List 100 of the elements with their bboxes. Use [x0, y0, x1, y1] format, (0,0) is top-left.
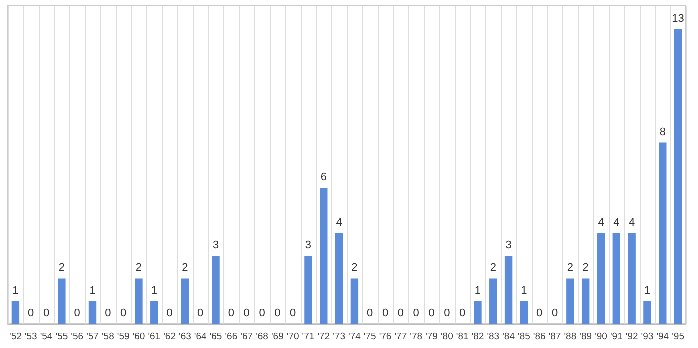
data-label: 0 [198, 308, 204, 320]
x-tick-label: '84 [502, 332, 515, 342]
x-tick-label: '87 [548, 332, 562, 342]
x-tick-label: '86 [533, 332, 546, 342]
bar [504, 256, 513, 324]
data-label: 0 [259, 308, 266, 320]
data-label: 0 [274, 308, 281, 320]
data-label: 4 [614, 216, 620, 229]
x-tick-label: '85 [518, 332, 530, 342]
x-tick-label: '68 [256, 332, 268, 342]
x-tick-label: '83 [487, 332, 500, 342]
x-tick-label: '77 [394, 332, 408, 342]
data-label: 0 [120, 308, 127, 320]
data-label: 4 [629, 216, 636, 229]
data-label: 4 [598, 216, 604, 229]
data-label: 13 [672, 13, 684, 26]
x-tick-label: '56 [71, 332, 84, 342]
data-label: 2 [567, 262, 574, 274]
bar [12, 301, 20, 324]
x-tick-label: '90 [595, 332, 608, 342]
bar [474, 301, 482, 324]
x-tick-label: '67 [240, 332, 254, 342]
data-label: 0 [74, 308, 80, 320]
x-tick-label: '92 [626, 332, 638, 342]
x-tick-label: '64 [194, 332, 207, 342]
x-tick-label: '54 [40, 332, 53, 342]
x-tick-label: '53 [24, 332, 38, 342]
x-tick-label: '95 [672, 332, 684, 342]
data-label: 0 [398, 308, 404, 320]
x-tick-label: '76 [379, 332, 392, 342]
x-tick-label: '58 [102, 332, 114, 342]
bar [150, 301, 158, 324]
x-tick-label: '62 [164, 332, 176, 342]
bar [58, 278, 66, 324]
x-tick-label: '93 [641, 332, 654, 342]
x-tick-label: '70 [286, 332, 300, 342]
bar [628, 233, 636, 324]
x-tick-label: '61 [148, 332, 161, 342]
x-tick-label: '71 [302, 332, 315, 342]
data-label: 0 [428, 308, 435, 320]
data-label: 1 [644, 284, 651, 297]
bar [566, 278, 574, 324]
x-tick-label: '94 [656, 332, 670, 342]
data-label: 3 [305, 240, 312, 252]
x-tick-label: '65 [210, 332, 222, 342]
bar [674, 30, 682, 324]
data-label: 2 [582, 262, 589, 274]
data-label: 0 [552, 308, 558, 320]
data-label: 0 [367, 308, 374, 320]
bar [612, 233, 621, 324]
bar [644, 301, 652, 324]
x-tick-label: '66 [225, 332, 238, 342]
data-label: 0 [413, 308, 420, 320]
data-label: 0 [290, 308, 296, 320]
data-label: 6 [320, 172, 327, 184]
data-label: 2 [182, 262, 188, 274]
x-tick-label: '79 [426, 332, 438, 342]
data-label: 0 [244, 308, 250, 320]
data-label: 0 [460, 308, 466, 320]
bar [597, 233, 606, 324]
x-tick-label: '52 [10, 332, 22, 342]
data-label: 1 [474, 284, 482, 297]
x-tick-label: '89 [580, 332, 592, 342]
bar [659, 142, 667, 324]
x-tick-label: '55 [56, 332, 68, 342]
data-label: 3 [212, 240, 220, 252]
data-label: 0 [166, 308, 173, 320]
x-tick-label: '80 [440, 332, 454, 342]
data-label: 0 [444, 308, 450, 320]
x-tick-label: '81 [456, 332, 469, 342]
data-label: 0 [382, 308, 389, 320]
x-tick-label: '88 [564, 332, 577, 342]
data-label: 0 [43, 308, 50, 320]
x-tick-label: '69 [271, 332, 284, 342]
x-tick-label: '63 [179, 332, 192, 342]
data-label: 1 [521, 284, 528, 297]
x-tick-label: '73 [333, 332, 346, 342]
bar [181, 278, 190, 324]
data-label: 2 [58, 262, 65, 274]
bar [320, 188, 328, 324]
data-label: 4 [336, 216, 342, 229]
x-tick-label: '59 [117, 332, 130, 342]
x-tick-label: '82 [472, 332, 484, 342]
x-tick-label: '57 [86, 332, 99, 342]
bar [490, 278, 498, 324]
data-label: 2 [490, 262, 496, 274]
bar [335, 233, 344, 324]
data-label: 1 [90, 284, 96, 297]
x-tick-label: '72 [318, 332, 330, 342]
data-label: 3 [506, 240, 512, 252]
data-label: 1 [12, 284, 19, 297]
bar [88, 301, 97, 324]
data-label: 1 [151, 284, 158, 297]
bar [135, 278, 143, 324]
data-label: 0 [536, 308, 543, 320]
data-label: 8 [660, 126, 666, 138]
data-label: 0 [228, 308, 234, 320]
data-label: 0 [105, 308, 112, 320]
x-tick-label: '75 [364, 332, 376, 342]
data-label: 2 [136, 262, 142, 274]
